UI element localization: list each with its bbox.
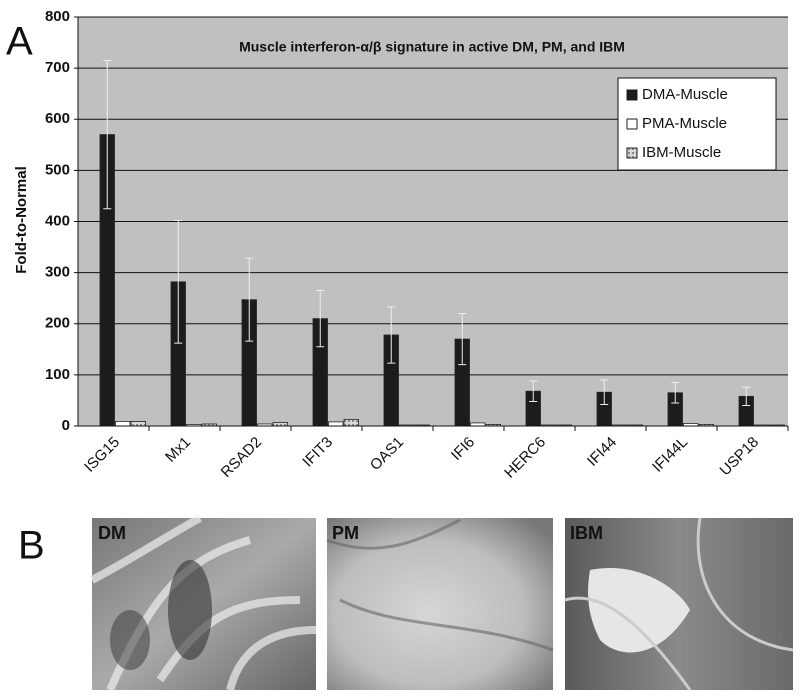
- x-tick-label: IFI6: [448, 434, 478, 464]
- error-bar: [387, 306, 396, 364]
- legend-swatch: [626, 89, 638, 101]
- legend-swatch: [626, 147, 638, 159]
- micrograph: [564, 517, 794, 691]
- panel-label: A: [6, 20, 33, 64]
- legend-box: [617, 77, 777, 171]
- x-tick-label: IFIT3: [299, 434, 336, 471]
- x-tick-label: IFI44: [584, 434, 620, 470]
- micrograph: [90, 514, 317, 692]
- error-bar: [103, 59, 112, 210]
- y-tick-label: 800: [45, 8, 70, 25]
- legend-swatch: [626, 118, 638, 130]
- image-label: IBM: [570, 523, 603, 543]
- error-bar: [671, 382, 680, 404]
- bar: [115, 420, 131, 427]
- x-tick-label: RSAD2: [218, 434, 265, 481]
- x-tick-label: USP18: [717, 434, 763, 480]
- y-tick-label: 300: [45, 264, 70, 281]
- micrograph: [326, 518, 554, 690]
- error-bar: [245, 257, 254, 342]
- bar: [343, 418, 359, 427]
- error-bar: [529, 380, 538, 402]
- x-tick-label: Mx1: [162, 434, 194, 466]
- x-tick-label: HERC6: [501, 434, 549, 482]
- bar: [130, 420, 146, 427]
- y-tick-label: 700: [45, 59, 70, 76]
- legend-label: DMA-Muscle: [642, 86, 728, 103]
- y-axis-title: Fold-to-Normal: [13, 166, 30, 273]
- bar: [272, 422, 288, 427]
- y-tick-label: 600: [45, 110, 70, 127]
- image-label: PM: [332, 523, 359, 543]
- x-tick-label: OAS1: [367, 434, 407, 474]
- chart-title: Muscle interferon-α/β signature in activ…: [239, 39, 625, 55]
- bar: [328, 421, 344, 427]
- panel-label: B: [18, 524, 45, 568]
- error-bar: [316, 290, 325, 348]
- y-tick-label: 500: [45, 161, 70, 178]
- x-tick-label: ISG15: [81, 434, 123, 476]
- legend-label: IBM-Muscle: [642, 144, 721, 161]
- x-tick-label: IFI44L: [649, 434, 691, 476]
- error-bar: [458, 313, 467, 366]
- legend-label: PMA-Muscle: [642, 115, 727, 132]
- y-tick-label: 0: [62, 417, 70, 434]
- y-tick-label: 100: [45, 366, 70, 383]
- error-bar: [600, 379, 609, 406]
- error-bar: [174, 219, 183, 344]
- image-label: DM: [98, 523, 126, 543]
- y-tick-label: 200: [45, 315, 70, 332]
- y-tick-label: 400: [45, 212, 70, 229]
- error-bar: [742, 386, 751, 407]
